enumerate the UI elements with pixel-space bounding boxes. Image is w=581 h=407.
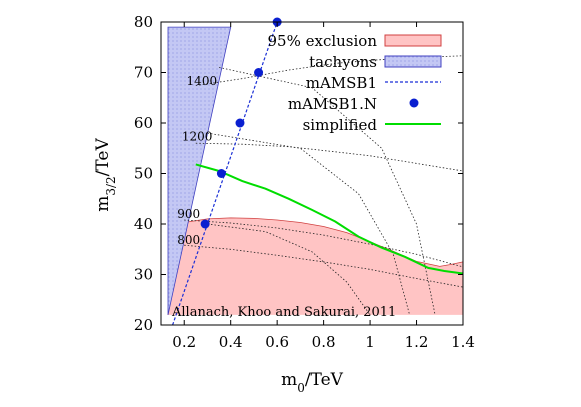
legend-swatch-mamsb1n (409, 98, 419, 108)
legend-swatch-exclusion (384, 34, 442, 47)
contour-label-1400: 1400 (187, 74, 218, 88)
y-tick-label-6: 70 (134, 64, 153, 82)
x-tick-label-2: 0.4 (219, 333, 243, 351)
contour-labels-layer: 1400 1200 900 800 (177, 74, 217, 247)
exclusion-region (168, 217, 463, 315)
legend-label-mamsb1: mAMSB1 (306, 74, 377, 92)
y-axis-title: m3/2/TeV (93, 138, 118, 212)
y-tick-label-2: 30 (134, 266, 153, 284)
contour-line-1400 (195, 55, 463, 86)
x-tick-label-3: 0.6 (265, 333, 289, 351)
mamsb1n-point-4 (254, 68, 264, 77)
regions-layer (167, 26, 463, 315)
x-tick-label-4: 0.8 (312, 333, 336, 351)
contour-line-1200 (195, 142, 463, 172)
contours-layer (184, 55, 463, 316)
legend-label-mamsb1n: mAMSB1.N (288, 95, 377, 113)
legend: 95% exclusion tachyons mAMSB1 mAMSB1.N s… (268, 32, 442, 134)
simplified-line (195, 163, 463, 275)
tachyon-region (167, 26, 232, 315)
legend-swatch-tachyons (384, 55, 442, 68)
mass-contour-3 (219, 67, 436, 315)
y-tick-label-3: 40 (134, 215, 153, 233)
y-tick-label-7: 80 (134, 13, 153, 31)
legend-label-tachyons: tachyons (309, 53, 377, 71)
contour-label-900: 900 (177, 207, 200, 221)
y-tick-label-4: 50 (134, 165, 153, 183)
contour-label-1200: 1200 (182, 130, 213, 144)
exclusion-boundary (167, 217, 463, 315)
y-tick-label-1: 20 (134, 316, 153, 334)
contour-line-900 (184, 219, 463, 268)
y-tick-label-5: 60 (134, 114, 153, 132)
x-axis-title: m0/TeV (281, 370, 344, 395)
credit-annotation: Allanach, Khoo and Sakurai, 2011 (171, 305, 396, 320)
contour-line-800 (184, 244, 463, 288)
mamsb1n-point-3 (235, 118, 245, 128)
points-layer (200, 17, 282, 229)
mass-contour-1 (207, 223, 371, 316)
legend-label-simplified: simplified (303, 116, 378, 134)
contour-label-800: 800 (177, 233, 200, 247)
x-tick-label-6: 1.2 (405, 333, 429, 351)
x-tick-label-5: 1 (365, 333, 375, 351)
legend-label-exclusion: 95% exclusion (268, 32, 378, 50)
mamsb1n-point-2 (216, 169, 226, 178)
x-tick-label-1: 0.2 (172, 333, 196, 351)
mamsb1n-point-1 (200, 219, 210, 229)
ticks-layer: 0.2 0.4 0.6 0.8 1 1.2 1.4 20 30 40 50 60 70 80 (134, 13, 475, 351)
x-tick-label-7: 1.4 (451, 333, 475, 351)
